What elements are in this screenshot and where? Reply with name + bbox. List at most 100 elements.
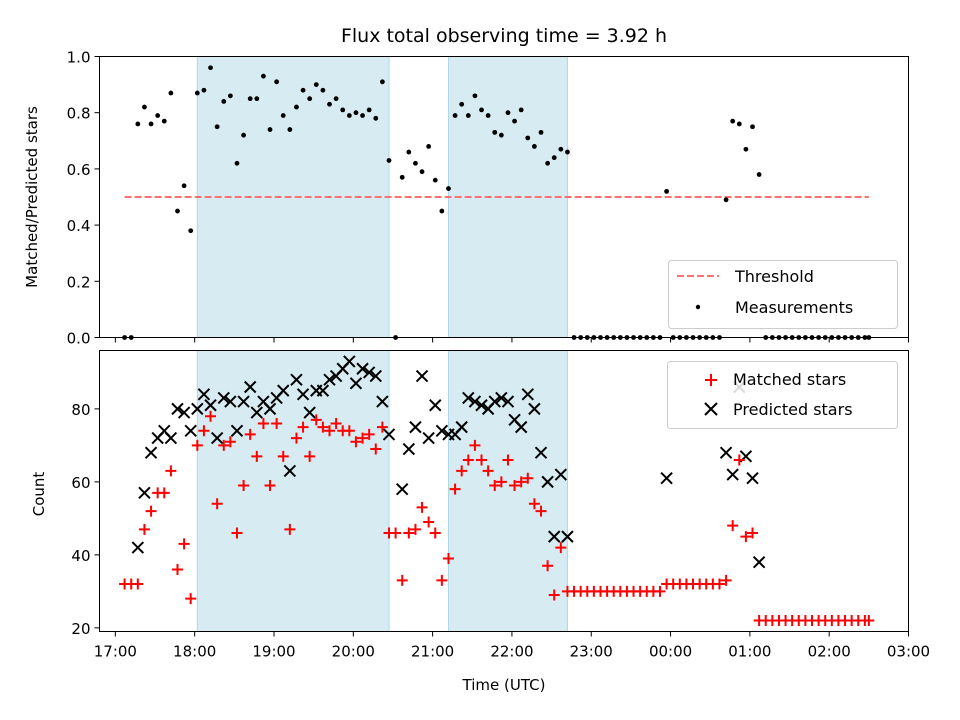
measurement-point [379, 79, 385, 85]
measurement-point [558, 146, 564, 152]
measurement-point [194, 90, 200, 96]
matched-star-point [251, 450, 263, 462]
predicted-star-point [462, 391, 475, 405]
matched-star-point [171, 563, 183, 575]
matched-stars-points [119, 410, 875, 627]
matched-star-point [284, 523, 296, 535]
x-tick-label: 03:00 [887, 643, 930, 661]
matched-star-point [462, 454, 474, 466]
matched-star-point [343, 425, 355, 437]
bottom-y-ticks: 20 40 60 80 [71, 401, 100, 638]
matched-star-point [456, 465, 468, 477]
measurement-point [227, 93, 233, 99]
matched-star-point [863, 615, 875, 627]
matched-star-point [423, 516, 435, 528]
measurement-point [221, 99, 227, 104]
measurement-point [181, 183, 187, 189]
matched-star-point [436, 574, 448, 586]
predicted-star-point [184, 424, 197, 437]
measurement-point [148, 121, 154, 127]
measurement-point [512, 118, 517, 124]
predicted-star-point [660, 472, 673, 485]
measurement-point [426, 144, 432, 149]
matched-star-point [733, 454, 745, 466]
top-y-axis-label: Matched/Predicted stars [23, 106, 41, 288]
predicted-star-point [230, 424, 244, 437]
predicted-star-point [415, 369, 429, 383]
predicted-star-point [263, 402, 277, 416]
matched-star-point [205, 410, 217, 422]
measurement-point [736, 121, 742, 127]
shaded-interval [447, 350, 568, 632]
matched-star-point [409, 523, 421, 535]
measurement-point [479, 107, 484, 113]
matched-star-point [218, 439, 230, 451]
predicted-star-point [521, 388, 535, 401]
matched-star-point [310, 414, 322, 426]
measurement-point [505, 110, 511, 116]
measurement-point [406, 149, 412, 155]
top-axes-frame [99, 56, 909, 338]
measurement-point [452, 113, 458, 118]
bottom-y-tick-label: 80 [71, 401, 90, 419]
bottom-y-tick-label: 40 [71, 547, 90, 565]
predicted-star-point [356, 362, 369, 375]
predicted-star-point [296, 388, 310, 401]
matched-star-point [138, 523, 150, 535]
top-y-ticks: 0.0 0.2 0.4 0.6 0.8 1.0 [67, 49, 100, 348]
x-tick-label: 01:00 [728, 643, 771, 661]
predicted-star-point [541, 475, 554, 489]
measurement-point [353, 110, 359, 116]
bottom-shaded-intervals [196, 350, 568, 632]
measurement-point [750, 124, 755, 130]
predicted-star-point [455, 420, 468, 434]
measurement-point [386, 158, 392, 163]
legend-measurements-label: Measurements [735, 298, 853, 317]
matched-star-point [390, 527, 402, 539]
measurement-point [346, 113, 352, 118]
top-shaded-intervals [196, 56, 568, 338]
measurement-point [459, 101, 465, 107]
measurement-point [485, 113, 491, 118]
matched-star-point [264, 480, 276, 492]
bottom-y-tick-label: 60 [71, 474, 90, 492]
matched-star-point [713, 578, 725, 590]
matched-star-point [403, 527, 415, 539]
predicted-star-point [501, 395, 515, 408]
bottom-y-tick-label: 20 [71, 620, 90, 638]
measurement-point [300, 87, 306, 93]
measurement-point [287, 127, 293, 132]
matched-star-point [257, 417, 269, 429]
x-axis-label: Time (UTC) [462, 676, 546, 694]
predicted-star-point [402, 442, 416, 456]
predicted-star-point [548, 530, 561, 543]
predicted-star-point [323, 373, 336, 386]
predicted-star-point [131, 541, 145, 554]
top-legend-box [668, 260, 898, 329]
matched-star-point [178, 538, 190, 550]
predicted-star-point [362, 366, 376, 379]
x-tick-label: 17:00 [94, 643, 137, 661]
matched-star-point [429, 527, 441, 539]
matched-star-point [376, 421, 388, 433]
matched-star-point [363, 428, 375, 440]
measurement-point [135, 121, 141, 127]
measurement-point [327, 101, 332, 107]
legend-predicted-label: Predicted stars [733, 400, 853, 419]
measurement-point [267, 127, 273, 132]
bottom-axes-frame [99, 350, 909, 632]
x-tick-label: 22:00 [490, 643, 533, 661]
legend-matched-swatch [705, 374, 717, 386]
matched-star-point [277, 450, 289, 462]
matched-star-point [528, 498, 540, 510]
measurement-point [155, 113, 161, 118]
matched-star-point [231, 527, 243, 539]
x-tick-label: 20:00 [332, 643, 375, 661]
measurement-point [333, 96, 339, 102]
predicted-star-point [243, 380, 257, 394]
predicted-star-point [435, 424, 449, 437]
predicted-star-point [409, 420, 422, 434]
matched-star-point [244, 428, 256, 440]
predicted-star-point [290, 373, 303, 386]
predicted-star-point [528, 402, 541, 416]
